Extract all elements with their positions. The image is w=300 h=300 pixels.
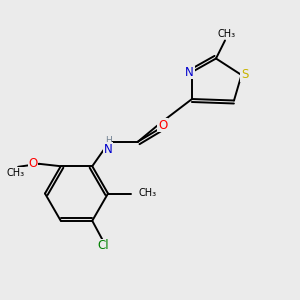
Text: N: N bbox=[185, 65, 194, 79]
Text: O: O bbox=[28, 157, 38, 170]
Text: O: O bbox=[158, 119, 167, 132]
Text: CH₃: CH₃ bbox=[7, 168, 25, 178]
Text: N: N bbox=[103, 142, 112, 156]
Text: Cl: Cl bbox=[98, 239, 109, 252]
Text: CH₃: CH₃ bbox=[139, 188, 157, 199]
Text: CH₃: CH₃ bbox=[218, 29, 236, 39]
Text: H: H bbox=[105, 136, 111, 145]
Text: S: S bbox=[241, 68, 248, 82]
